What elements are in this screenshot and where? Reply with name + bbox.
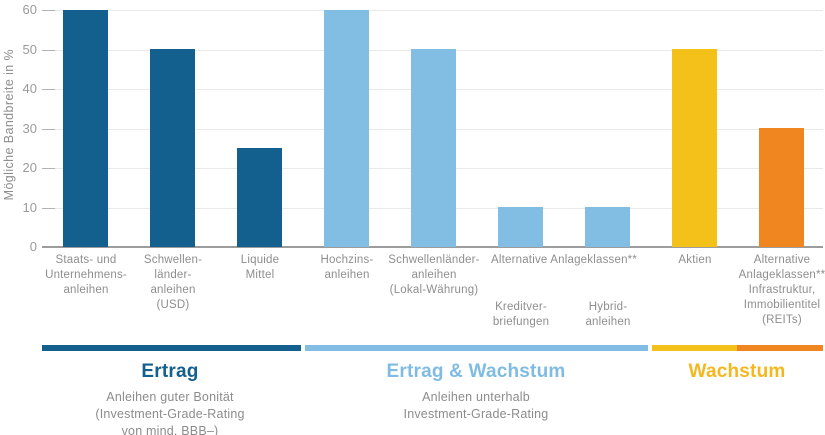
label-line: anleihen (63, 284, 109, 296)
y-tick-label: 10 (22, 200, 37, 215)
group-underline (42, 345, 301, 351)
label-line: (USD) (156, 299, 190, 311)
axis-tick (42, 129, 55, 130)
group-title: Ertrag & Wachstum (386, 361, 566, 382)
label-line: briefungen (492, 316, 550, 328)
label-line: Infrastruktur, (748, 284, 816, 296)
label-line: Anlageklassen** (738, 269, 825, 281)
group-title: Ertrag (141, 361, 199, 382)
label-line: Anleihen unterhalb (422, 390, 530, 404)
label-line: Mittel (245, 269, 275, 281)
label-line: anleihen (411, 269, 457, 281)
label-line: Alternative (753, 254, 811, 266)
label-line: Staats- und (55, 254, 117, 266)
label-line: länder- (154, 269, 192, 281)
x-axis-label: Kreditver-briefungen (471, 300, 571, 330)
bar (498, 207, 543, 247)
bar (237, 148, 282, 247)
x-axis-label: Schwellen-länder-anleihen (USD) (123, 253, 223, 313)
group-underline (737, 345, 823, 351)
label-line: Investment-Grade-Rating (403, 407, 549, 421)
axis-tick (42, 50, 55, 51)
x-axis-span-label: Alternative Anlageklassen** (490, 254, 638, 266)
y-tick-label: 40 (22, 81, 37, 96)
label-line: Aktien (678, 254, 712, 266)
label-line: anleihen (585, 316, 631, 328)
group-subtitle: Anleihen guter Bonität (Investment-Grade-… (40, 389, 300, 435)
x-axis-line (42, 246, 823, 248)
label-line: Hybrid- (588, 301, 628, 313)
label-line: Schwellen- (143, 254, 203, 266)
bar (411, 49, 456, 247)
label-line: von mind. BBB–) (121, 424, 219, 435)
label-line: anleihen (324, 269, 370, 281)
label-line: Liquide (240, 254, 280, 266)
group-underline (652, 345, 737, 351)
label-line: (REITs) (762, 314, 802, 326)
label-line: Schwellenländer- (388, 254, 480, 266)
x-axis-label: Staats- und Unternehmens-anleihen (36, 253, 136, 298)
label-line: Kreditver- (495, 301, 547, 313)
axis-tick (42, 89, 55, 90)
label-line: (Lokal-Währung) (389, 284, 479, 296)
label-line: Hochzins- (320, 254, 374, 266)
y-tick-label: 60 (22, 2, 37, 17)
axis-tick (42, 168, 55, 169)
x-axis-label: Hochzins-anleihen (297, 253, 397, 283)
group-title: Wachstum (688, 361, 786, 382)
bar (759, 128, 804, 247)
bar (63, 10, 108, 247)
x-axis-label: Aktien (645, 253, 745, 268)
x-axis-label: Schwellenländer-anleihen (Lokal-Währung) (364, 253, 504, 298)
y-tick-label: 20 (22, 160, 37, 175)
group-subtitle: Anleihen unterhalb Investment-Grade-Ratin… (316, 389, 636, 423)
bar (324, 10, 369, 247)
label-line: anleihen (150, 284, 196, 296)
label-line: Immobilientitel (743, 299, 821, 311)
x-axis-label: Liquide Mittel (210, 253, 310, 283)
label-line: (Investment-Grade-Rating (95, 407, 245, 421)
label-line: Unternehmens- (45, 269, 127, 281)
y-tick-label: 0 (29, 239, 37, 254)
bar (672, 49, 717, 247)
gridline (42, 10, 823, 11)
label-line: Anleihen guter Bonität (106, 390, 234, 404)
x-axis-label: Alternative Anlageklassen** Infrastruktur,… (712, 253, 825, 328)
y-tick-label: 30 (22, 121, 37, 136)
bar (150, 49, 195, 247)
y-tick-label: 50 (22, 42, 37, 57)
bar (585, 207, 630, 247)
group-underline (305, 345, 648, 351)
x-axis-label: Hybrid-anleihen (558, 300, 658, 330)
axis-tick (42, 10, 55, 11)
axis-tick (42, 208, 55, 209)
